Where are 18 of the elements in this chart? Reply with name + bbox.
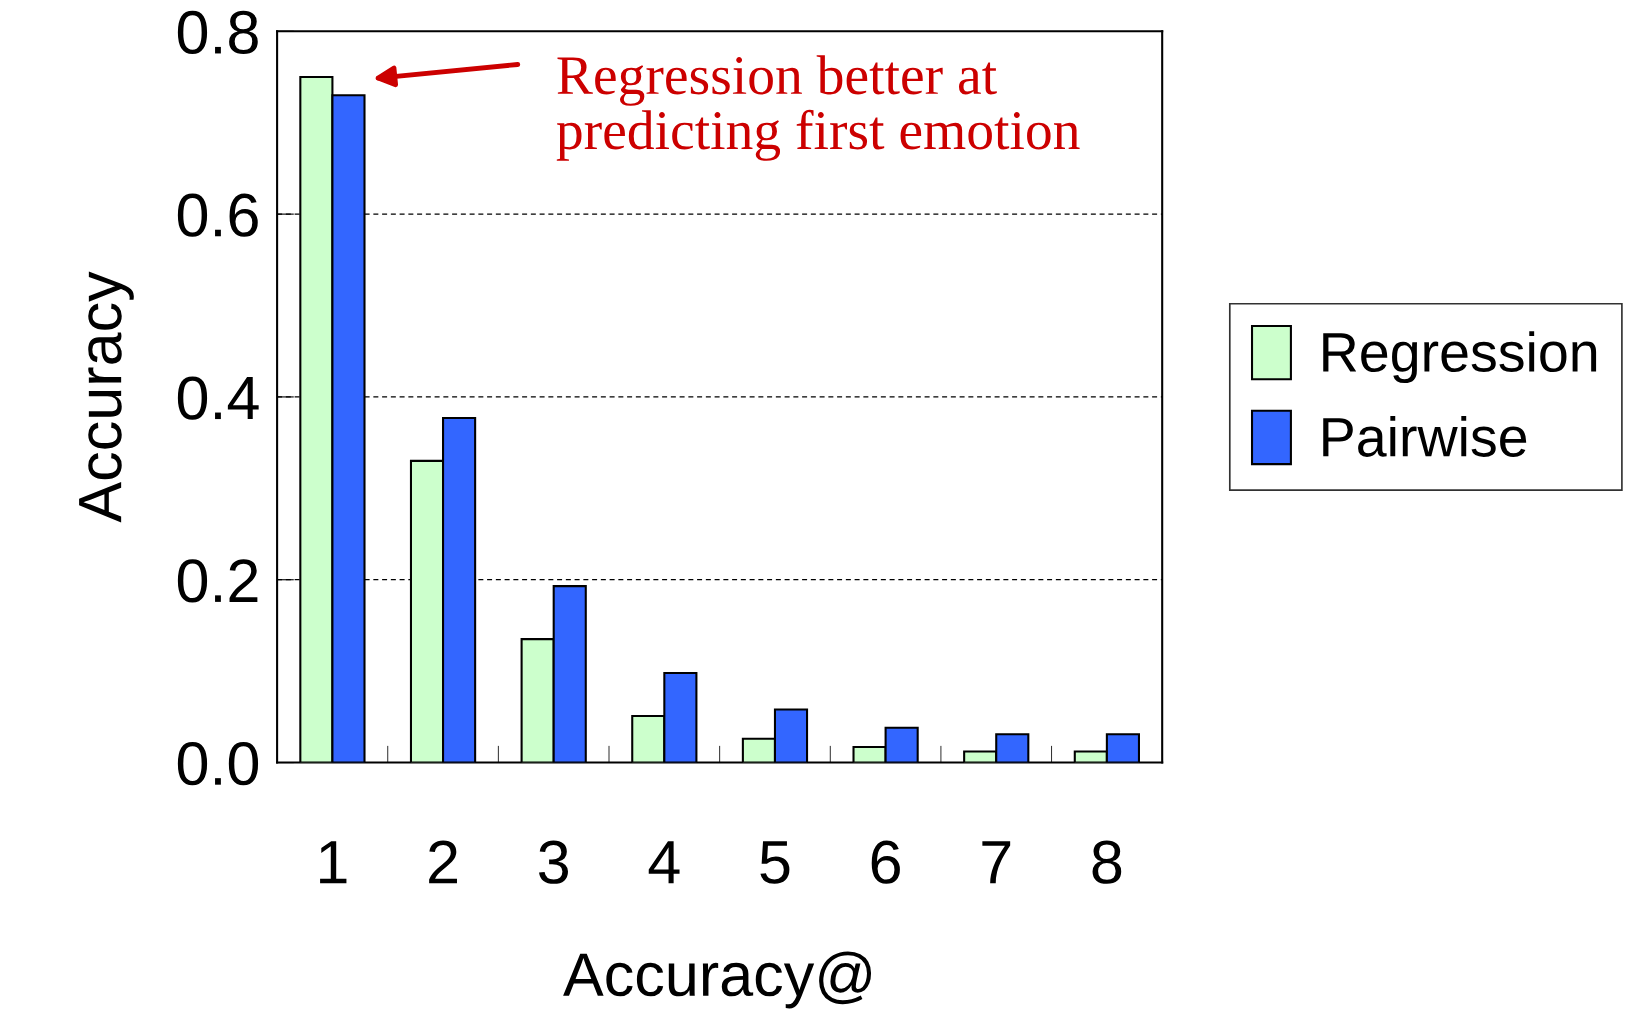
y-tick-label: 0.2 — [177, 559, 258, 603]
x-tick-label: 1 — [320, 841, 347, 884]
y-tick-label: 0.4 — [177, 376, 259, 420]
legend-label: Pairwise — [1323, 416, 1527, 457]
y-axis-title: Accuracy — [79, 271, 134, 523]
y-tick-label: 0.0 — [177, 742, 259, 786]
x-tick-label: 3 — [539, 840, 568, 884]
y-tick-label: 0.8 — [177, 10, 258, 55]
legend-label: Regression — [1323, 331, 1597, 384]
x-tick-label: 4 — [648, 841, 680, 884]
x-tick-label: 6 — [871, 840, 900, 884]
x-tick-label: 7 — [982, 841, 1011, 884]
x-tick-label: 2 — [429, 840, 457, 884]
x-axis-title: Accuracy@ — [563, 951, 872, 1009]
x-tick-label: 8 — [1092, 840, 1122, 884]
annotation: Regression better at predicting first emotion — [556, 55, 1080, 161]
x-tick-label: 5 — [760, 841, 790, 884]
y-tick-label: 0.6 — [177, 193, 258, 237]
